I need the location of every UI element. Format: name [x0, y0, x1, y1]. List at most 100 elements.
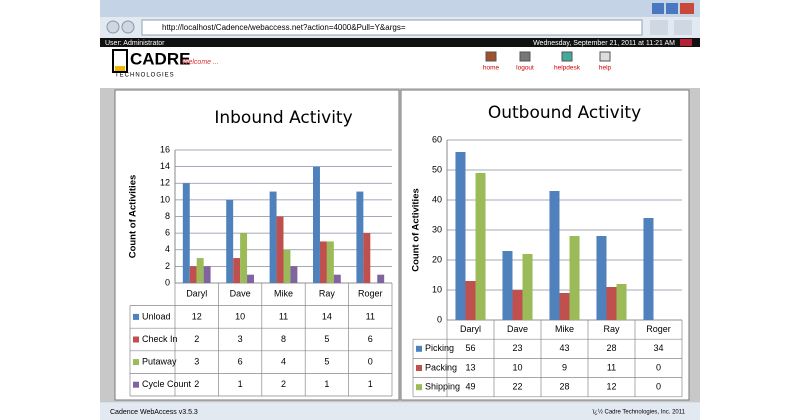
table-cell: 0: [656, 382, 661, 392]
table-cell: 10: [512, 362, 522, 372]
table-cell: 10: [235, 311, 245, 321]
table-cell: 3: [194, 356, 199, 366]
bar: [189, 266, 197, 283]
table-cell: 23: [512, 343, 522, 353]
forward-button[interactable]: [121, 20, 135, 34]
table-cell: 4: [281, 356, 286, 366]
bar: [522, 254, 533, 320]
bar: [549, 191, 560, 320]
table-cell: 2: [194, 334, 199, 344]
y-tick-label: 60: [432, 134, 442, 144]
table-cell: 5: [324, 356, 329, 366]
bar: [290, 266, 298, 283]
table-cell: 11: [279, 311, 288, 321]
nav-icon[interactable]: [561, 51, 573, 62]
minimize-button[interactable]: [652, 3, 664, 14]
nav-link[interactable]: home: [483, 65, 500, 72]
x-tick-label: Mike: [274, 289, 293, 299]
bar: [356, 191, 364, 283]
x-tick-label: Dave: [507, 324, 528, 334]
bar: [512, 290, 523, 320]
y-tick-label: 20: [432, 254, 442, 264]
legend-swatch: [416, 384, 422, 391]
bar: [569, 236, 580, 320]
table-cell: 12: [192, 311, 202, 321]
nav-link[interactable]: help: [599, 65, 612, 72]
bar: [333, 274, 341, 283]
maximize-button[interactable]: [666, 3, 678, 14]
table-cell: 5: [324, 334, 329, 344]
x-tick-label: Daryl: [186, 289, 207, 299]
home-button[interactable]: [650, 20, 668, 35]
table-cell: 12: [606, 382, 616, 392]
bar: [606, 287, 617, 320]
bar: [596, 236, 607, 320]
table-cell: 11: [607, 362, 616, 372]
url: http://localhost/Cadence/webaccess.net?a…: [162, 23, 406, 32]
legend-label: Shipping: [425, 382, 460, 392]
legend-swatch: [133, 381, 139, 388]
x-tick-label: Roger: [358, 289, 383, 299]
address-bar[interactable]: [141, 19, 643, 36]
x-tick-label: Ray: [319, 289, 336, 299]
table-cell: 22: [512, 382, 522, 392]
user-bar: [100, 38, 700, 47]
table-cell: 8: [281, 334, 286, 344]
legend-label: Check In: [142, 334, 178, 344]
logo-sub: TECHNOLOGIES: [115, 73, 175, 79]
close-button[interactable]: [680, 3, 694, 14]
table-cell: 13: [465, 362, 475, 372]
title-bar: [100, 0, 700, 17]
user: User: Administrator: [105, 40, 165, 47]
bar: [203, 266, 211, 283]
tools-button[interactable]: [674, 20, 692, 35]
nav-link[interactable]: logout: [516, 65, 534, 72]
y-tick-label: 10: [160, 194, 170, 204]
nav-link[interactable]: helpdesk: [554, 65, 581, 72]
bar: [196, 258, 204, 283]
bar: [269, 191, 277, 283]
bar: [276, 216, 284, 283]
bar: [326, 241, 334, 283]
table-cell: 11: [366, 311, 375, 321]
table-cell: 6: [238, 356, 243, 366]
chart-title: Outbound Activity: [488, 103, 641, 123]
table-cell: 1: [324, 379, 329, 389]
legend-label: Putaway: [142, 356, 177, 366]
x-tick-label: Daryl: [460, 324, 481, 334]
y-tick-label: 40: [432, 194, 442, 204]
flag: [680, 39, 692, 46]
y-tick-label: 4: [165, 244, 170, 254]
bar: [319, 241, 327, 283]
table-cell: 3: [238, 334, 243, 344]
nav-icon[interactable]: [485, 51, 497, 62]
legend-label: Unload: [142, 311, 171, 321]
bar: [182, 183, 190, 283]
status: Cadence WebAccess v3.5.3: [110, 409, 198, 416]
legend-label: Cycle Count: [142, 379, 192, 389]
status-bar: [100, 403, 700, 420]
chart-panel: [400, 89, 690, 401]
table-cell: 56: [465, 343, 475, 353]
bar: [363, 233, 371, 283]
x-tick-label: Ray: [603, 324, 620, 334]
back-button[interactable]: [106, 20, 120, 34]
chart-panel: [114, 89, 400, 401]
table-cell: 9: [562, 362, 567, 372]
logo-mark-fill: [115, 66, 125, 71]
logo: CADRE: [130, 49, 190, 68]
bar: [502, 251, 513, 320]
y-tick-label: 50: [432, 164, 442, 174]
legend-label: Picking: [425, 343, 454, 353]
nav-icon[interactable]: [599, 51, 611, 62]
y-tick-label: 12: [160, 178, 170, 188]
x-tick-label: Roger: [646, 324, 671, 334]
legend-swatch: [416, 365, 422, 371]
legend-swatch: [133, 313, 139, 320]
legend-swatch: [416, 345, 422, 352]
bar: [465, 281, 476, 320]
nav-icon[interactable]: [519, 51, 531, 62]
bar: [226, 199, 234, 283]
y-tick-label: 10: [432, 284, 442, 294]
